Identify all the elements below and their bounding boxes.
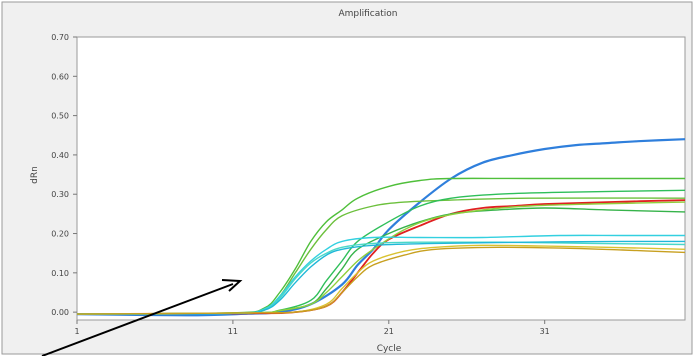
amplification-curve-12	[76, 246, 686, 315]
y-tick-label: 0.30	[51, 190, 69, 199]
amplification-curve-10	[76, 240, 686, 315]
chart-title: Amplification	[338, 9, 397, 19]
y-tick-label: 0.20	[51, 230, 69, 239]
y-tick-label: 0.10	[51, 269, 69, 278]
amplification-curve-7	[76, 201, 686, 315]
y-axis: 0.00 0.10 0.20 0.30 0.40 0.50 0.60 0.70	[51, 33, 77, 317]
pointer-arrow	[41, 279, 243, 356]
y-tick-label: 0.70	[51, 33, 69, 42]
x-axis: 1 11 21 31	[74, 320, 550, 336]
x-tick-label: 31	[540, 327, 550, 336]
y-tick-label: 0.00	[51, 308, 69, 317]
y-tick-label: 0.40	[51, 151, 69, 160]
x-tick-label: 11	[228, 327, 238, 336]
series-lines	[76, 138, 686, 317]
y-tick-label: 0.60	[51, 72, 69, 81]
y-axis-label: dRn	[30, 166, 40, 184]
x-tick-label: 1	[74, 327, 79, 336]
x-axis-label: Cycle	[377, 344, 402, 354]
y-tick-label: 0.50	[51, 112, 69, 121]
x-tick-label: 21	[384, 327, 394, 336]
